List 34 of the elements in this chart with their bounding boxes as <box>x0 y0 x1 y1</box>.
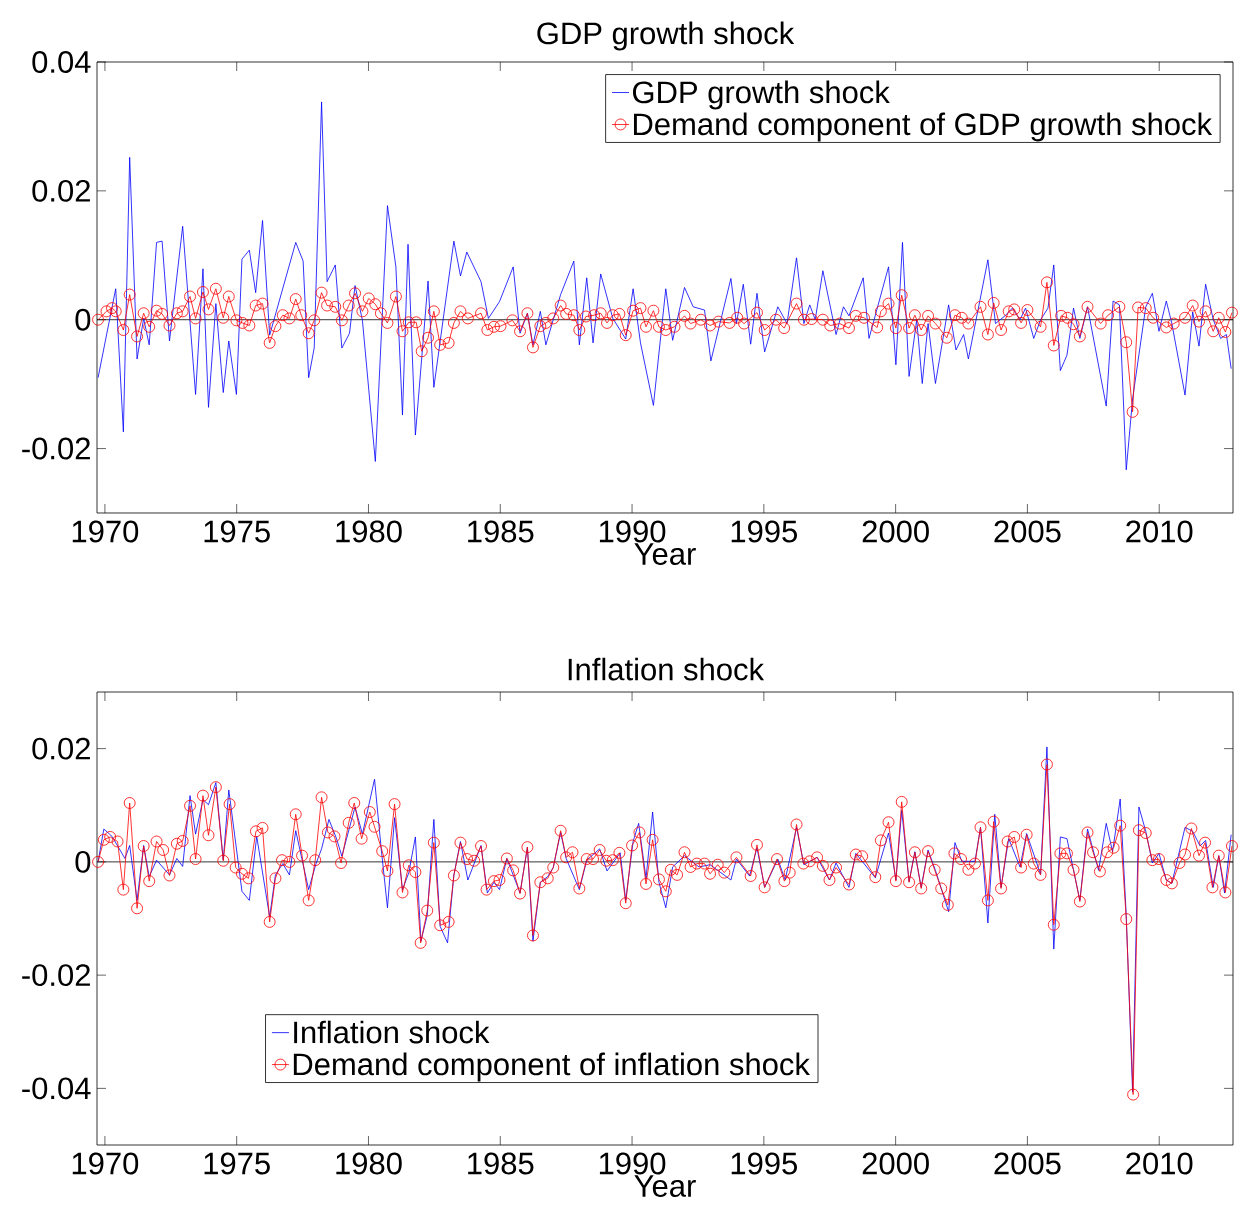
y-tick-label: 0.02 <box>32 179 90 202</box>
x-tick-label: 2005 <box>994 1152 1061 1175</box>
y-tick-label: 0 <box>75 850 91 873</box>
x-tick-label: 2010 <box>1126 520 1193 543</box>
y-tick-label: 0 <box>75 308 91 331</box>
legend-label: GDP growth shock <box>633 80 890 110</box>
chart-title: GDP growth shock <box>537 21 795 51</box>
x-tick-label: 2005 <box>994 520 1061 543</box>
y-tick-label: -0.04 <box>22 1077 91 1100</box>
x-tick-label: 1990 <box>599 520 666 543</box>
y-tick-label: 0.04 <box>32 51 91 73</box>
legend-label: Demand component of inflation shock <box>293 1052 810 1082</box>
x-tick-label: 1990 <box>599 1152 666 1175</box>
y-tick-label: -0.02 <box>22 964 90 987</box>
x-tick-label: 1995 <box>731 520 798 543</box>
x-tick-label: 1970 <box>72 520 139 543</box>
x-tick-label: 1995 <box>731 1152 798 1175</box>
x-tick-label: 1980 <box>336 1152 402 1175</box>
x-axis-title: Year <box>634 1175 696 1197</box>
legend-label: Demand component of GDP growth shock <box>633 112 1213 142</box>
x-tick-label: 1985 <box>468 520 534 543</box>
x-tick-label: 2010 <box>1126 1152 1193 1175</box>
x-tick-label: 1985 <box>468 1152 534 1175</box>
chart-title: Inflation shock <box>568 657 765 681</box>
y-tick-label: -0.02 <box>22 437 90 460</box>
legend-label: Inflation shock <box>294 1020 490 1044</box>
x-tick-label: 1975 <box>204 520 270 543</box>
x-tick-label: 1970 <box>72 1152 139 1175</box>
x-tick-label: 2000 <box>862 520 929 543</box>
x-tick-label: 2000 <box>862 1152 929 1175</box>
x-tick-label: 1980 <box>336 520 402 543</box>
x-axis-title: Year <box>634 543 696 565</box>
y-tick-label: 0.02 <box>32 737 90 760</box>
x-tick-label: 1975 <box>204 1152 270 1175</box>
